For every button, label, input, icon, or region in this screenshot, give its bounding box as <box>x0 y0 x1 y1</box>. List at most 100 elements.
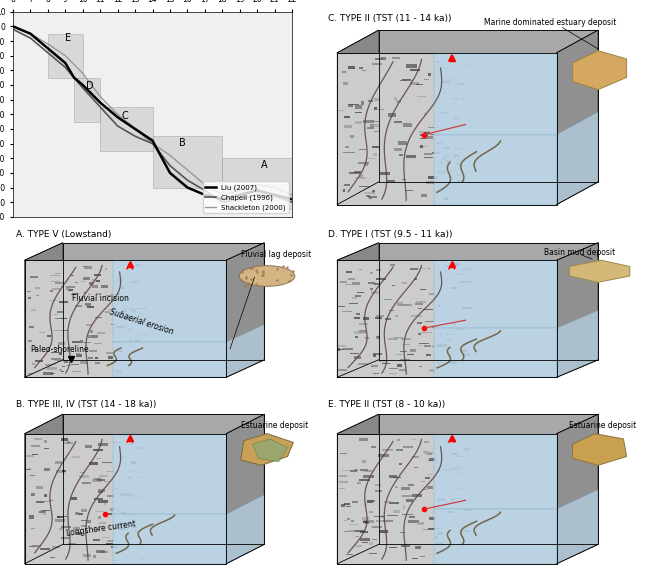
Polygon shape <box>395 315 398 316</box>
Polygon shape <box>338 306 345 307</box>
Polygon shape <box>118 312 125 313</box>
Polygon shape <box>433 528 439 529</box>
Polygon shape <box>437 161 443 163</box>
Polygon shape <box>458 273 463 275</box>
Polygon shape <box>443 147 450 149</box>
Polygon shape <box>452 98 459 99</box>
Polygon shape <box>451 498 461 499</box>
Polygon shape <box>359 269 361 270</box>
Polygon shape <box>51 373 55 374</box>
Polygon shape <box>36 502 44 503</box>
Polygon shape <box>72 456 80 458</box>
Polygon shape <box>363 162 368 166</box>
Polygon shape <box>437 469 440 472</box>
Polygon shape <box>56 471 65 473</box>
Polygon shape <box>130 496 140 499</box>
Polygon shape <box>363 475 374 478</box>
Polygon shape <box>393 510 400 513</box>
Polygon shape <box>89 350 97 352</box>
Shackleton (2000) <box>218 191 227 198</box>
Polygon shape <box>28 373 33 374</box>
Polygon shape <box>40 547 50 550</box>
Polygon shape <box>419 131 430 134</box>
Polygon shape <box>445 148 450 149</box>
Polygon shape <box>426 354 431 356</box>
Polygon shape <box>373 353 382 355</box>
Liu (2007) <box>218 196 227 203</box>
Line: Shackleton (2000): Shackleton (2000) <box>13 26 292 195</box>
Polygon shape <box>373 190 375 192</box>
Polygon shape <box>81 281 85 282</box>
Polygon shape <box>438 142 443 145</box>
Shackleton (2000) <box>44 40 52 47</box>
Polygon shape <box>424 113 427 115</box>
Polygon shape <box>56 311 62 312</box>
Polygon shape <box>50 557 55 558</box>
Polygon shape <box>106 352 114 354</box>
Polygon shape <box>362 70 366 71</box>
Polygon shape <box>59 529 64 530</box>
Polygon shape <box>419 366 422 367</box>
Polygon shape <box>95 317 103 318</box>
Polygon shape <box>427 486 433 489</box>
Polygon shape <box>95 511 104 512</box>
Polygon shape <box>420 556 424 557</box>
Polygon shape <box>66 288 70 290</box>
Liu (2007) <box>131 125 139 132</box>
Polygon shape <box>411 315 422 317</box>
Polygon shape <box>81 509 86 512</box>
Polygon shape <box>455 328 465 331</box>
Polygon shape <box>389 475 397 478</box>
Line: Liu (2007): Liu (2007) <box>13 26 292 199</box>
Polygon shape <box>86 324 92 326</box>
Polygon shape <box>104 268 107 270</box>
Polygon shape <box>106 513 112 515</box>
Polygon shape <box>53 288 60 290</box>
Polygon shape <box>427 452 432 455</box>
Polygon shape <box>116 279 123 281</box>
Polygon shape <box>374 131 380 132</box>
Polygon shape <box>342 470 351 471</box>
Polygon shape <box>402 495 412 497</box>
Polygon shape <box>417 523 424 524</box>
Polygon shape <box>357 291 364 294</box>
Polygon shape <box>443 155 448 159</box>
Polygon shape <box>343 184 350 186</box>
Polygon shape <box>337 53 557 205</box>
Polygon shape <box>394 121 402 124</box>
Polygon shape <box>94 498 103 500</box>
Polygon shape <box>419 343 428 345</box>
Polygon shape <box>121 512 127 514</box>
Polygon shape <box>57 516 63 517</box>
Polygon shape <box>113 442 121 444</box>
Polygon shape <box>55 282 63 284</box>
Polygon shape <box>354 121 361 124</box>
Polygon shape <box>356 536 359 537</box>
Polygon shape <box>424 441 428 443</box>
Polygon shape <box>99 475 108 477</box>
Polygon shape <box>393 148 402 151</box>
Polygon shape <box>382 363 389 364</box>
Polygon shape <box>369 511 373 513</box>
Polygon shape <box>95 274 101 275</box>
Polygon shape <box>389 264 395 267</box>
Polygon shape <box>364 503 367 505</box>
Polygon shape <box>369 541 373 545</box>
Polygon shape <box>98 489 105 492</box>
Polygon shape <box>369 100 373 102</box>
Polygon shape <box>463 64 471 67</box>
Polygon shape <box>36 486 43 489</box>
Polygon shape <box>337 182 598 205</box>
Polygon shape <box>47 367 57 370</box>
Polygon shape <box>343 81 348 84</box>
Chapell (1996) <box>236 196 243 203</box>
Ellipse shape <box>239 265 295 287</box>
Polygon shape <box>113 441 116 442</box>
Text: Subaerial erosion: Subaerial erosion <box>108 308 175 336</box>
Polygon shape <box>363 520 367 523</box>
Polygon shape <box>557 30 598 205</box>
Polygon shape <box>402 304 411 305</box>
Polygon shape <box>398 154 402 156</box>
Polygon shape <box>252 439 288 462</box>
Polygon shape <box>25 360 264 377</box>
